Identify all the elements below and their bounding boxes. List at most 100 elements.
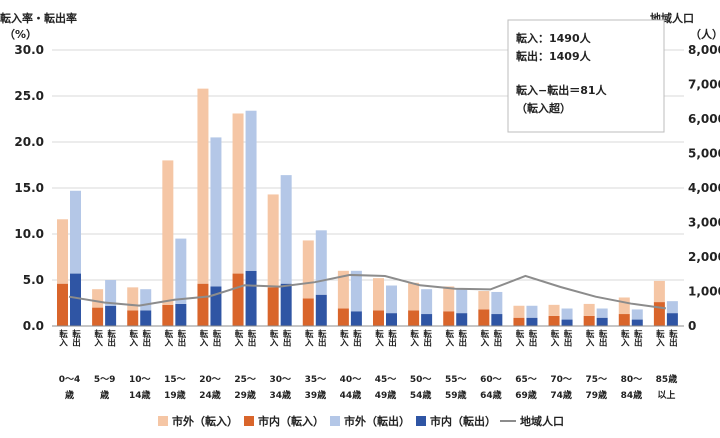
- right-tick-label: 6,000: [688, 112, 720, 126]
- category-label-bottom: 以上: [657, 389, 675, 401]
- bar-out-city-out: [526, 305, 538, 318]
- bar-out-city-out: [561, 308, 573, 320]
- bar-label-in: 転入: [409, 329, 420, 348]
- bar-label-in: 転入: [163, 329, 174, 348]
- right-tick-label: 5,000: [688, 147, 720, 161]
- legend-label: 地域人口: [520, 414, 564, 428]
- bar-in-city-in: [653, 302, 665, 326]
- bar-label-in: 転入: [198, 329, 209, 348]
- bar-in-city-in: [92, 307, 104, 326]
- bar-label-in: 転入: [654, 329, 665, 348]
- summary-box: 転入：1490人 転出：1409人 転入−転出＝81人 （転入超）: [507, 19, 665, 133]
- legend-label: 市外（転入）: [172, 414, 238, 428]
- legend-label: 市内（転出）: [430, 414, 496, 428]
- bar-label-in: 転入: [93, 329, 104, 348]
- legend-swatch: [416, 416, 426, 426]
- left-axis-title: 転入率・転出率: [0, 11, 77, 25]
- bar-in-city-in: [443, 311, 455, 326]
- bar-in-city-in: [197, 283, 209, 326]
- category-label-bottom: 64歳: [480, 389, 502, 401]
- bar-out-city-in: [57, 219, 68, 284]
- bar-label-in: 転入: [479, 329, 490, 348]
- category-label-bottom: 歳: [99, 389, 109, 401]
- category-labels: 0～4 歳 5～9 歳 10～ 14歳 15～ 19歳 20～ 24歳 25～ 29歳 30～ 34歳 35…: [59, 373, 677, 401]
- bar-in-city-in: [513, 317, 525, 326]
- bar-out-city-out: [315, 230, 327, 295]
- bar-out-city-out: [245, 110, 257, 271]
- left-tick-label: 30.0: [14, 43, 44, 57]
- category-label-bottom: 74歳: [550, 389, 572, 401]
- bar-out-city-out: [280, 175, 292, 284]
- bar-label-out: 転出: [387, 329, 397, 348]
- bar-label-out: 転出: [316, 329, 326, 348]
- bar-label-out: 転出: [632, 329, 642, 348]
- bar-label-out: 転出: [281, 329, 291, 348]
- bar-labels: 転入 転出 転入 転出 転入 転出 転入 転出 転入 転出 転入 転出 転入 転出 転入 転出 転入 転出 転入 転出…: [58, 329, 678, 348]
- bar-in-city-out: [561, 319, 573, 326]
- category-label-top: 55～: [445, 375, 467, 385]
- summary-note: （転入超）: [516, 101, 571, 115]
- bar-in-city-out: [386, 313, 397, 326]
- bar-out-city-in: [618, 297, 630, 315]
- bar-label-in: 転入: [58, 329, 69, 348]
- bar-out-city-out: [140, 289, 152, 311]
- category-label-top: 70～: [550, 375, 572, 385]
- bar-out-city-in: [162, 160, 174, 305]
- bar-out-city-out: [596, 308, 608, 318]
- bar-in-city-out: [421, 314, 433, 326]
- bar-label-in: 転入: [619, 329, 630, 348]
- bar-label-in: 転入: [303, 329, 314, 348]
- bar-label-out: 転出: [176, 329, 186, 348]
- bar-in-city-in: [618, 314, 630, 326]
- left-tick-label: 15.0: [14, 181, 44, 195]
- bar-in-city-in: [232, 273, 244, 326]
- bar-in-city-in: [583, 315, 595, 326]
- bar-in-city-out: [280, 283, 292, 326]
- category-label-top: 10～: [129, 375, 151, 385]
- bar-label-out: 転出: [667, 329, 677, 348]
- bar-out-city-out: [210, 137, 222, 287]
- bar-out-city-in: [443, 286, 455, 312]
- bar-in-city-in: [408, 310, 420, 326]
- bar-in-city-out: [456, 313, 468, 326]
- bar-in-city-out: [210, 286, 222, 326]
- category-label-bottom: 84歳: [621, 389, 643, 401]
- bar-in-city-out: [175, 303, 187, 326]
- left-axis-ticks: 30.0 25.0 20.0 15.0 10.0 5.0 0.0: [14, 43, 44, 333]
- category-label-bottom: 34歳: [269, 389, 291, 401]
- category-label-top: 75～: [585, 375, 607, 385]
- category-label-bottom: 79歳: [585, 389, 607, 401]
- bar-label-out: 転出: [457, 329, 467, 348]
- right-tick-label: 8,000: [688, 43, 720, 57]
- bar-in-city-in: [302, 298, 314, 326]
- summary-out: 転出：1409人: [516, 49, 592, 63]
- left-axis-unit: （%）: [4, 28, 37, 41]
- bar-out-city-out: [105, 280, 117, 306]
- bar-label-in: 転入: [338, 329, 349, 348]
- category-label-top: 0～4: [59, 375, 81, 385]
- right-tick-label: 4,000: [688, 181, 720, 195]
- bar-label-in: 転入: [584, 329, 595, 348]
- bar-out-city-out: [421, 289, 433, 315]
- bar-out-city-in: [302, 240, 314, 299]
- bar-label-out: 転出: [211, 329, 221, 348]
- bar-out-city-out: [491, 291, 503, 315]
- bar-out-city-in: [232, 113, 244, 274]
- category-label-top: 65～: [515, 375, 537, 385]
- bar-in-city-out: [631, 319, 643, 326]
- bar-out-city-in: [478, 291, 490, 310]
- category-label-bottom: 44歳: [340, 389, 362, 401]
- bar-in-city-out: [350, 311, 362, 326]
- bar-out-city-in: [92, 289, 104, 308]
- category-label-top: 35～: [305, 375, 327, 385]
- right-axis-unit: （人）: [690, 27, 720, 41]
- bar-out-city-in: [337, 270, 349, 309]
- left-tick-label: 25.0: [14, 89, 44, 103]
- bar-in-city-out: [596, 317, 608, 326]
- category-label-top: 25～: [234, 375, 256, 385]
- bar-label-in: 転入: [268, 329, 279, 348]
- bar-label-out: 転出: [71, 329, 81, 348]
- bar-in-city-in: [162, 304, 174, 326]
- category-label-top: 20～: [199, 375, 221, 385]
